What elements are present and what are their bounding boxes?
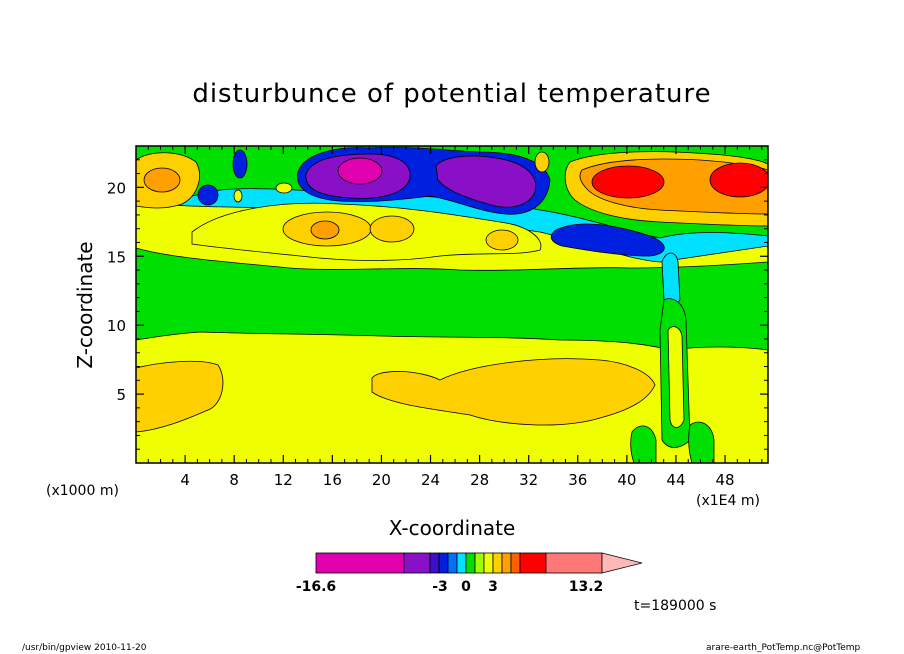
- plot-frame: [135, 145, 769, 464]
- colorbar-segment-5: [456, 552, 467, 574]
- colorbar-segment-0: [315, 552, 405, 574]
- colorbar-segment-4: [447, 552, 458, 574]
- colorbar-segment-6: [465, 552, 476, 574]
- x-tick-label: 48: [716, 471, 735, 489]
- x-tick-label: 4: [180, 471, 190, 489]
- fill-orange-left-low: [136, 360, 224, 433]
- x-tick-label: 8: [229, 471, 239, 489]
- colorbar-segment-2: [429, 552, 440, 574]
- colorbar-label: 13.2: [569, 579, 604, 595]
- x-tick-label: 24: [421, 471, 440, 489]
- fill-blue-left-blob: [197, 184, 219, 206]
- colorbar-label: 3: [488, 579, 498, 595]
- colorbar-segment-11: [510, 552, 521, 574]
- x-tick-label: 40: [617, 471, 636, 489]
- colorbar: -16.6 -3 0 3 13.2: [296, 552, 643, 595]
- x-unit-note: (x1E4 m): [696, 493, 760, 509]
- fill-blue-left-blob-2: [232, 149, 248, 179]
- x-tick-label: 16: [323, 471, 342, 489]
- fill-plume-yellow: [667, 326, 685, 428]
- fill-red-warm-cell-50: [709, 162, 768, 198]
- fill-blue-right-streak: [550, 223, 665, 257]
- time-label: t=189000 s: [634, 598, 716, 614]
- colorbar-segment-12: [519, 552, 547, 574]
- y-tick-label: 20: [107, 179, 126, 197]
- fill-plume-cyan: [661, 252, 681, 305]
- fill-darkorange-left-upper: [143, 167, 181, 193]
- fill-yellow-speck-2: [275, 182, 293, 194]
- footer-left: /usr/bin/gpview 2010-11-20: [22, 643, 147, 653]
- x-axis-label: X-coordinate: [389, 516, 516, 540]
- chart-title: disturbunce of potential temperature: [192, 79, 711, 109]
- colorbar-segment-1: [403, 552, 431, 574]
- x-axis: 4 8 12 16 20 24 28 32 36 40 44 48: [147, 146, 763, 489]
- colorbar-extend-arrow: [601, 552, 643, 574]
- fill-yellow-speck: [233, 189, 243, 203]
- y-tick-label: 5: [116, 386, 126, 404]
- y-unit-note: (x1000 m): [46, 483, 119, 499]
- colorbar-segment-7: [474, 552, 485, 574]
- y-tick-label: 15: [107, 248, 126, 266]
- fill-red-warm-cell-40: [591, 165, 665, 199]
- fill-green-mid: [136, 247, 768, 351]
- x-tick-label: 12: [274, 471, 293, 489]
- colorbar-segment-8: [483, 552, 494, 574]
- x-tick-label: 44: [666, 471, 685, 489]
- y-axis-label: Z-coordinate: [73, 241, 97, 368]
- footer-right: arare-earth_PotTemp.nc@PotTemp: [706, 643, 861, 653]
- colorbar-label: -3: [432, 579, 448, 595]
- colorbar-label: -16.6: [296, 579, 336, 595]
- fill-orange-mid-low: [371, 358, 656, 426]
- x-tick-label: 28: [470, 471, 489, 489]
- fill-green-bottom-left: [630, 425, 657, 463]
- colorbar-label: 0: [461, 579, 471, 595]
- fill-green-bottom-right: [688, 421, 715, 463]
- colorbar-segment-10: [501, 552, 512, 574]
- fill-magenta-cold-min: [337, 157, 383, 185]
- contour-field: [136, 146, 768, 463]
- fill-darkorange-cell-16: [310, 220, 340, 240]
- fill-orange-cell-28: [485, 229, 519, 251]
- fill-yellow-speck-3: [534, 151, 550, 173]
- y-axis: 5 10 15 20: [107, 159, 768, 450]
- x-tick-label: 36: [568, 471, 587, 489]
- colorbar-segment-9: [492, 552, 503, 574]
- x-tick-label: 20: [372, 471, 391, 489]
- colorbar-segment-13: [545, 552, 603, 574]
- fill-purple-cold-core-right: [435, 155, 536, 208]
- y-tick-label: 10: [107, 317, 126, 335]
- fill-orange-cell-21: [369, 215, 415, 243]
- x-tick-label: 32: [519, 471, 538, 489]
- colorbar-segment-3: [438, 552, 449, 574]
